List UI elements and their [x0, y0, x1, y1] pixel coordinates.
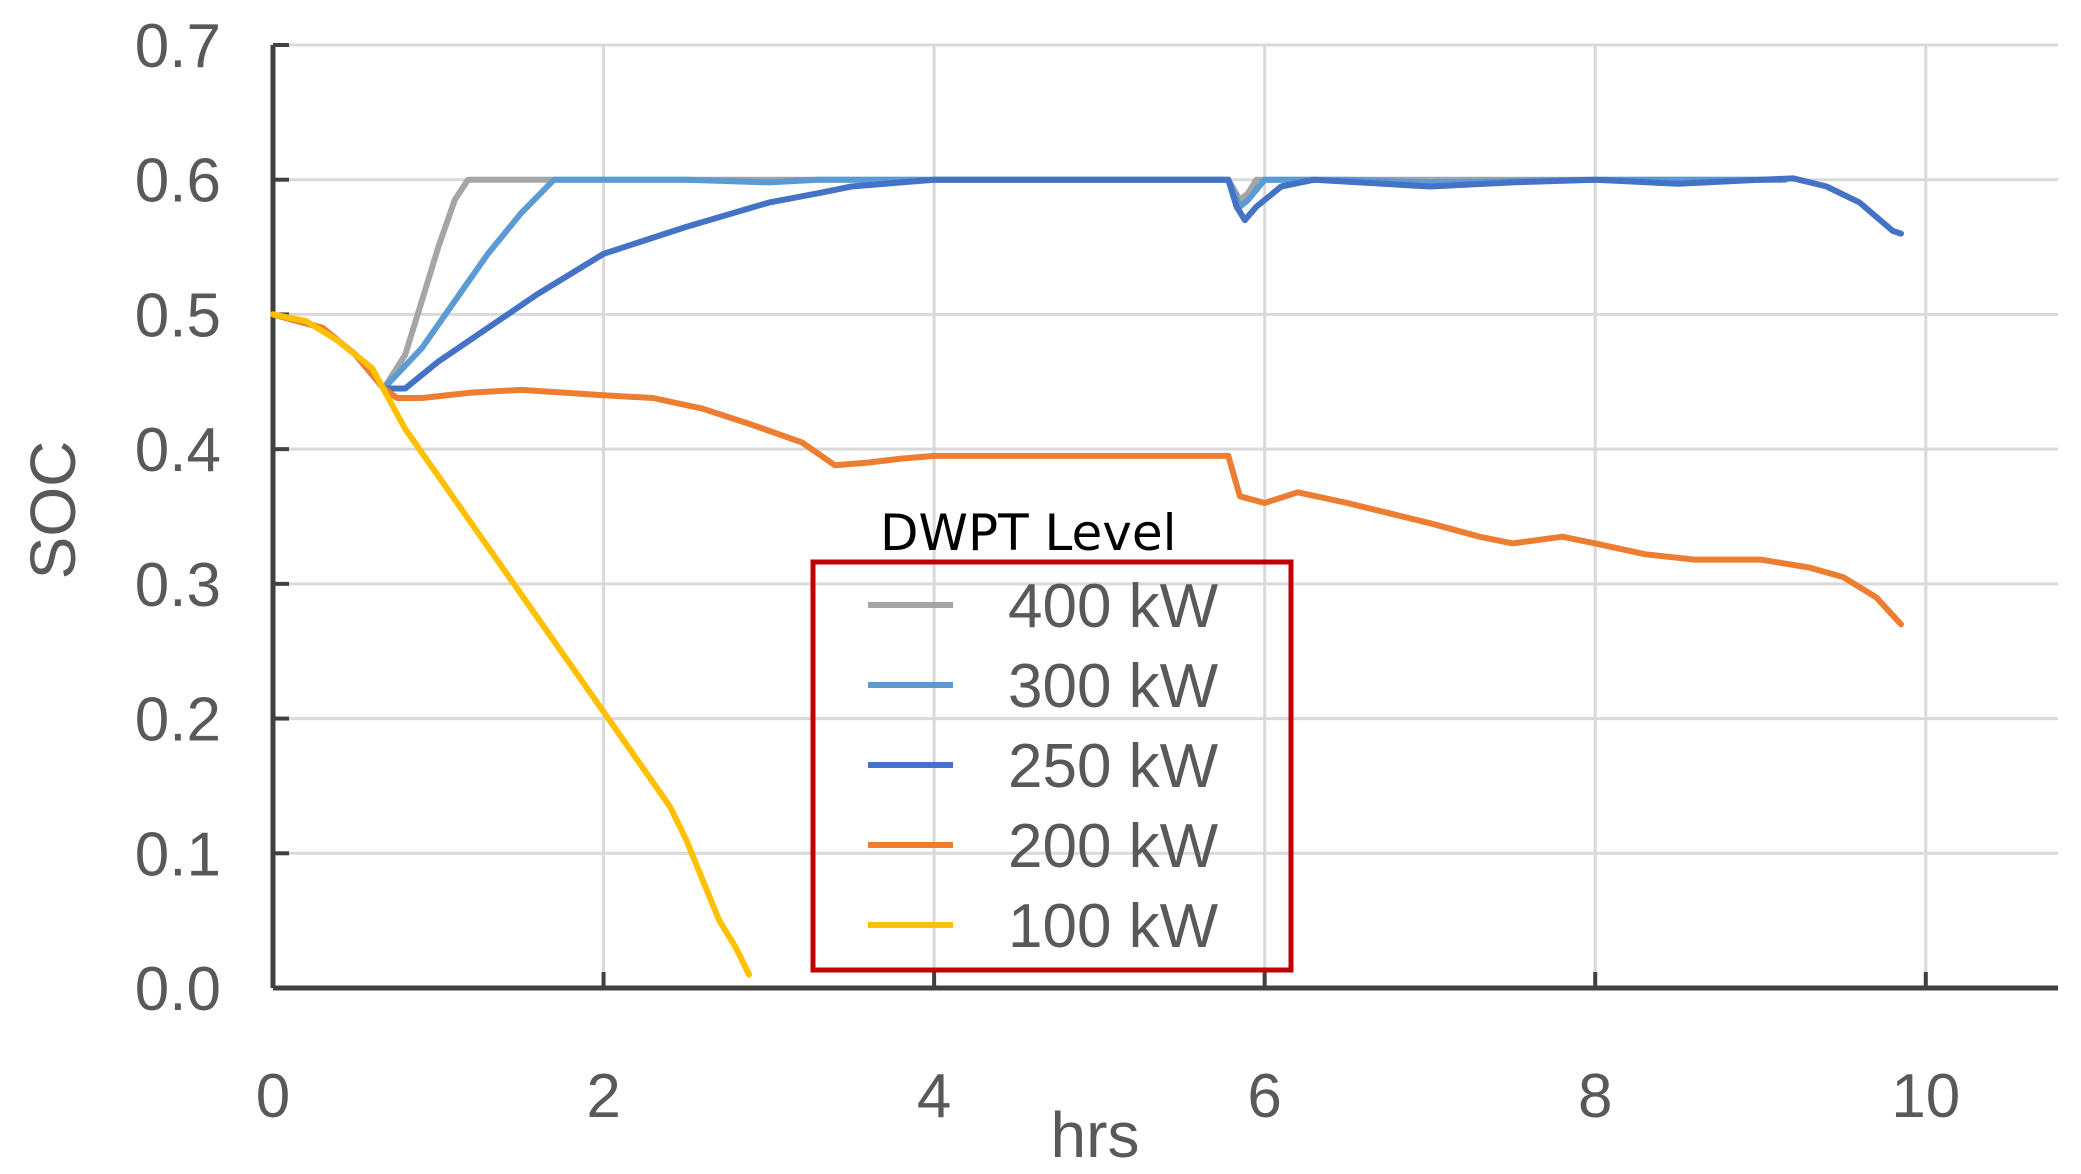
- y-tick-label: 0.5: [135, 281, 221, 350]
- y-tick-label: 0.1: [135, 820, 221, 889]
- legend-label-400-kw: 400 kW: [1008, 572, 1219, 641]
- x-tick-label: 6: [1247, 1062, 1281, 1131]
- legend-label-300-kw: 300 kW: [1008, 652, 1219, 721]
- series-line-300-kw: [270, 176, 1789, 392]
- series-line-200-kw: [270, 311, 1904, 628]
- series-lines: [270, 175, 1904, 978]
- x-tick-label: 4: [917, 1062, 951, 1131]
- y-tick-label: 0.0: [135, 955, 221, 1024]
- legend-items: 400 kW 300 kW 250 kW 200 kW 100 kW: [868, 572, 1219, 961]
- legend-title: DWPT Level: [880, 504, 1177, 562]
- axes: [270, 43, 2058, 991]
- x-axis-title: hrs: [1051, 1099, 1140, 1171]
- x-tick-label: 8: [1578, 1062, 1612, 1131]
- y-tick-label: 0.2: [135, 686, 221, 755]
- series-line-250-kw: [270, 175, 1904, 392]
- x-tick-label: 0: [256, 1062, 290, 1131]
- series-line-100-kw: [270, 311, 752, 978]
- series-line-400-kw: [270, 176, 1789, 392]
- legend-label-250-kw: 250 kW: [1008, 732, 1219, 801]
- y-tick-label: 0.6: [135, 147, 221, 216]
- tick-labels: 0.0 0.1 0.2 0.3 0.4 0.5 0.6 0.7 0 2 4 6 8 10: [135, 12, 1960, 1131]
- x-tick-label: 2: [586, 1062, 620, 1131]
- y-axis-title: SOC: [17, 441, 89, 580]
- x-tick-label: 10: [1891, 1062, 1960, 1131]
- legend-box: [810, 559, 1294, 973]
- y-tick-label: 0.4: [135, 416, 221, 485]
- legend-label-100-kw: 100 kW: [1008, 892, 1219, 961]
- legend-label-200-kw: 200 kW: [1008, 812, 1219, 881]
- y-tick-label: 0.7: [135, 12, 221, 81]
- legend: DWPT Level 400 kW 300 kW 250 kW 200 kW 100 k…: [810, 504, 1294, 973]
- y-tick-label: 0.3: [135, 551, 221, 620]
